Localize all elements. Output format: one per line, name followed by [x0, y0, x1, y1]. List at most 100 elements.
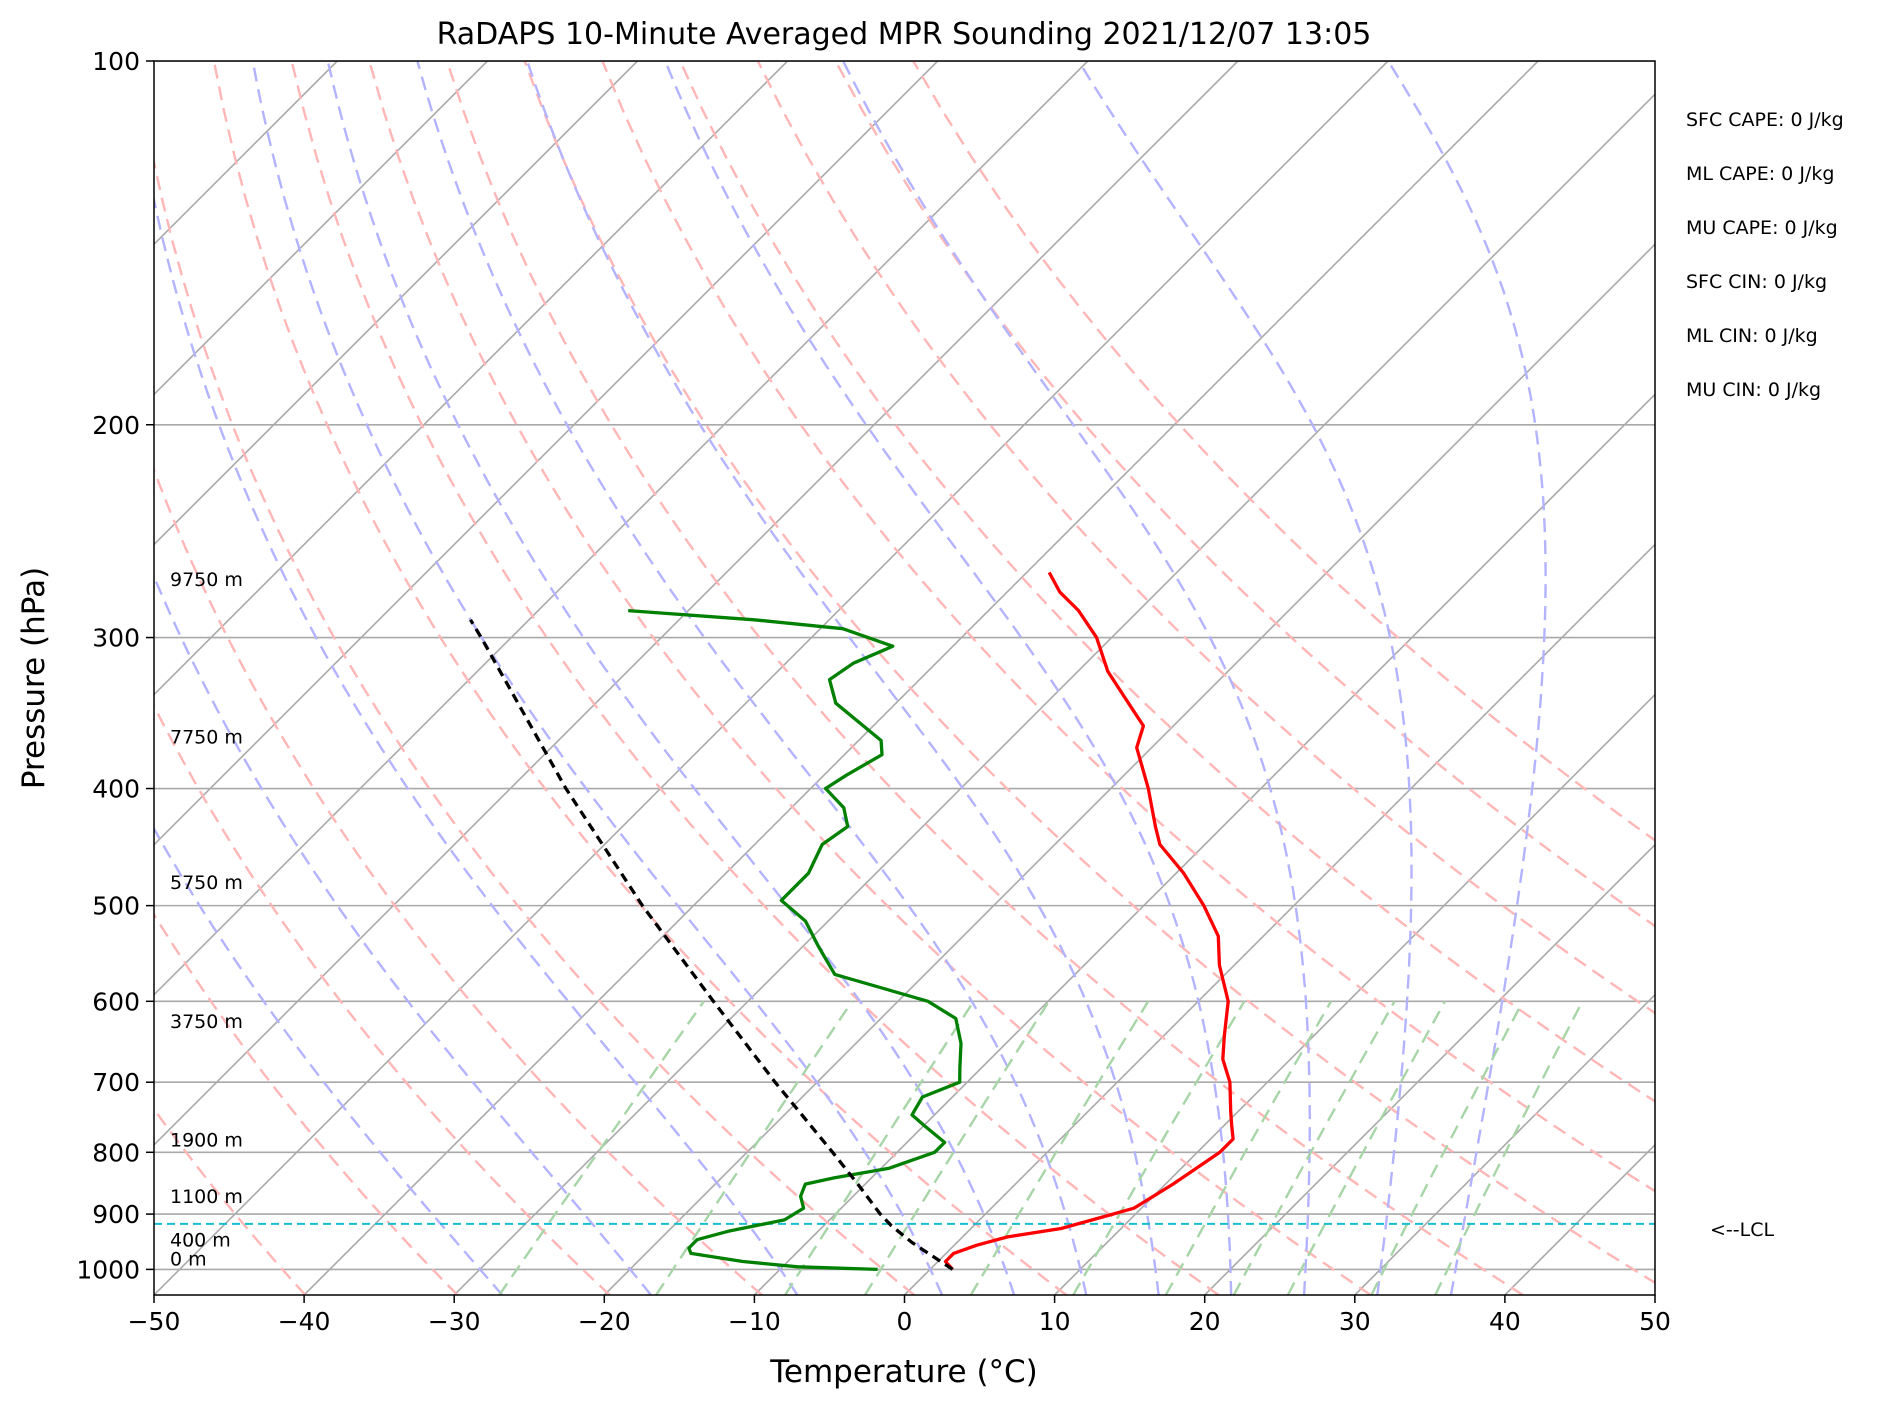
mixing-ratio-line [784, 1000, 975, 1295]
x-tick-label: 40 [1489, 1307, 1521, 1336]
moist-adiabat-line [251, 61, 944, 1295]
moist-adiabat-line [416, 61, 1088, 1295]
isotherm-line [903, 543, 1655, 1295]
y-tick-label: 100 [92, 47, 140, 76]
axes: −50 −40 −30 −20 −10 0 10 20 30 40 50 1000 900 800 700 6… [76, 47, 1671, 1336]
temperature-line [943, 571, 1235, 1271]
isotherm-line [1354, 993, 1655, 1295]
isotherm-line [753, 393, 1655, 1295]
mixing-ratio-line [1370, 1000, 1524, 1295]
dry-adiabat-line [601, 61, 1655, 1193]
lcl-label: <--LCL [1710, 1219, 1775, 1241]
moist-adiabat-line [326, 61, 1016, 1295]
mixing-ratio-line [969, 1000, 1150, 1295]
mixing-ratio-line [863, 1000, 1050, 1295]
moist-adiabat-line [526, 61, 1160, 1295]
mixing-ratio-line [655, 1000, 854, 1295]
x-tick-label: 30 [1339, 1307, 1371, 1336]
sfc-cin-text: SFC CIN: 0 J/kg [1686, 271, 1828, 293]
dry-adiabat-line [154, 1107, 307, 1295]
x-axis-label: Temperature (°C) [769, 1354, 1038, 1390]
isotherm-line [154, 61, 789, 696]
dry-adiabat-line [154, 703, 611, 1295]
dry-adiabat-line [368, 61, 1372, 1295]
height-label: 3750 m [170, 1011, 243, 1033]
height-labels: 9750 m 7750 m 5750 m 3750 m 1900 m 1100 m 400 … [170, 569, 243, 1270]
y-axis-label: Pressure (hPa) [16, 567, 52, 789]
stability-indices: SFC CAPE: 0 J/kg ML CAPE: 0 J/kg MU CAPE… [1686, 108, 1844, 432]
isotherm-line [154, 61, 1089, 996]
dry-adiabat-line [912, 61, 1655, 842]
mixing-ratio-line [1072, 1000, 1246, 1295]
dry-adiabat-line [445, 61, 1524, 1295]
y-tick-label: 1000 [76, 1255, 140, 1284]
moist-adiabat-line [842, 61, 1311, 1295]
moist-adiabat-line [664, 61, 1233, 1295]
background-lines [154, 61, 1655, 1295]
isotherm-line [453, 93, 1655, 1295]
y-tick-label: 900 [92, 1200, 140, 1229]
x-tick-label: −10 [728, 1307, 781, 1336]
y-tick-label: 300 [92, 624, 140, 653]
y-tick-label: 500 [92, 892, 140, 921]
dry-adiabat-line [523, 61, 1655, 1285]
series-layer [154, 571, 1655, 1272]
y-tick-label: 800 [92, 1138, 140, 1167]
mu-cape-text: MU CAPE: 0 J/kg [1686, 217, 1838, 239]
isotherm-line [154, 61, 639, 546]
moist-adiabat-line [154, 194, 799, 1295]
x-tick-label: −20 [578, 1307, 631, 1336]
dry-adiabat-line [154, 912, 459, 1295]
dry-adiabat-line [834, 61, 1655, 928]
moist-adiabat-line [1387, 61, 1547, 1295]
height-label: 9750 m [170, 569, 243, 591]
height-label: 400 m [170, 1230, 231, 1252]
y-tick-label: 400 [92, 775, 140, 804]
mu-cin-text: MU CIN: 0 J/kg [1686, 379, 1822, 401]
height-label: 7750 m [170, 727, 243, 749]
dry-adiabat-line [154, 156, 915, 1295]
isotherm-line [154, 61, 1239, 1147]
sfc-cape-text: SFC CAPE: 0 J/kg [1686, 109, 1844, 131]
ml-cin-text: ML CIN: 0 J/kg [1686, 325, 1818, 347]
moist-adiabat-line [1077, 61, 1413, 1295]
moist-adiabat-line [154, 573, 652, 1295]
mixing-ratio-line [1286, 1000, 1447, 1295]
ml-cape-text: ML CAPE: 0 J/kg [1686, 163, 1835, 185]
mixing-ratio-line [1232, 1000, 1396, 1295]
x-tick-label: −50 [128, 1307, 181, 1336]
parcel-line [469, 618, 954, 1271]
height-label: 0 m [170, 1248, 207, 1270]
isotherm-line [1054, 693, 1655, 1295]
mixing-ratio-line [1164, 1000, 1333, 1295]
mixing-ratio-line [498, 1000, 705, 1295]
dry-adiabat-line [679, 61, 1655, 1103]
mixing-ratio-line [1434, 1000, 1584, 1295]
isotherm-line [154, 61, 939, 846]
x-tick-label: 20 [1189, 1307, 1221, 1336]
isotherm-line [154, 61, 488, 396]
height-label: 5750 m [170, 872, 243, 894]
isotherm-line [154, 61, 1389, 1295]
isotherm-line [603, 243, 1655, 1295]
x-tick-label: −40 [278, 1307, 331, 1336]
height-label: 1900 m [170, 1129, 243, 1151]
moist-adiabat-line [154, 826, 504, 1295]
y-tick-label: 700 [92, 1068, 140, 1097]
y-tick-label: 600 [92, 987, 140, 1016]
isotherm-line [1204, 843, 1655, 1295]
x-tick-label: 0 [897, 1307, 913, 1336]
x-tick-label: −30 [428, 1307, 481, 1336]
isotherm-line [303, 61, 1539, 1295]
height-label: 1100 m [170, 1186, 243, 1208]
dry-adiabat-line [290, 61, 1220, 1295]
chart-title: RaDAPS 10-Minute Averaged MPR Sounding 2… [437, 17, 1372, 52]
y-tick-label: 200 [92, 411, 140, 440]
x-tick-label: 10 [1039, 1307, 1071, 1336]
dewpoint-line [628, 608, 963, 1272]
dry-adiabat-line [212, 61, 1068, 1295]
x-tick-label: 50 [1639, 1307, 1671, 1336]
dry-adiabat-line [154, 466, 763, 1295]
dry-adiabat-line [756, 61, 1655, 1015]
